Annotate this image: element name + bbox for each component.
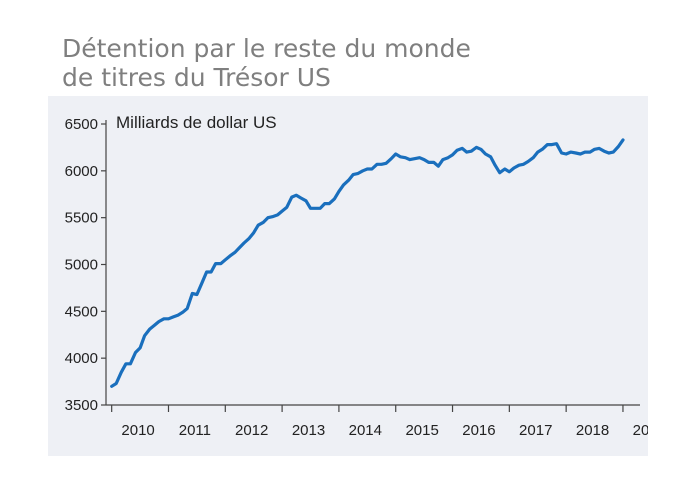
x-tick-label: 2012 (235, 422, 268, 439)
x-tick-label: 2019 (633, 422, 648, 439)
series-line (110, 138, 625, 388)
y-tick-label: 5500 (65, 210, 98, 227)
y-tick-label: 4500 (65, 303, 98, 320)
chart-title: Détention par le reste du monde de titre… (62, 34, 471, 92)
axes (105, 120, 640, 406)
x-tick-label: 2018 (576, 422, 609, 439)
chart-area: 3500 4000 4500 5000 5500 6000 6500 2010 2011 201… (48, 96, 648, 456)
x-tick-label: 2013 (292, 422, 325, 439)
y-tick-label: 5000 (65, 257, 98, 274)
y-tick-label: 6000 (65, 163, 98, 180)
title-line-1: Détention par le reste du monde (62, 34, 471, 63)
x-tick-label: 2011 (179, 422, 211, 439)
x-axis-ticks: 2010 2011 2012 2013 2014 2015 2016 2017 2018 2019 (111, 405, 648, 439)
y-tick-label: 6500 (65, 116, 98, 133)
x-tick-label: 2015 (405, 422, 438, 439)
x-tick-label: 2017 (519, 422, 552, 439)
x-tick-label: 2016 (462, 422, 495, 439)
title-line-2: de titres du Trésor US (62, 63, 331, 92)
y-tick-label: 4000 (65, 350, 98, 367)
x-tick-label: 2010 (121, 422, 154, 439)
x-tick-label: 2014 (349, 422, 382, 439)
y-axis-ticks: 3500 4000 4500 5000 5500 6000 6500 (65, 116, 106, 414)
y-tick-label: 3500 (65, 397, 98, 414)
y-axis-unit-label: Milliards de dollar US (116, 113, 277, 132)
